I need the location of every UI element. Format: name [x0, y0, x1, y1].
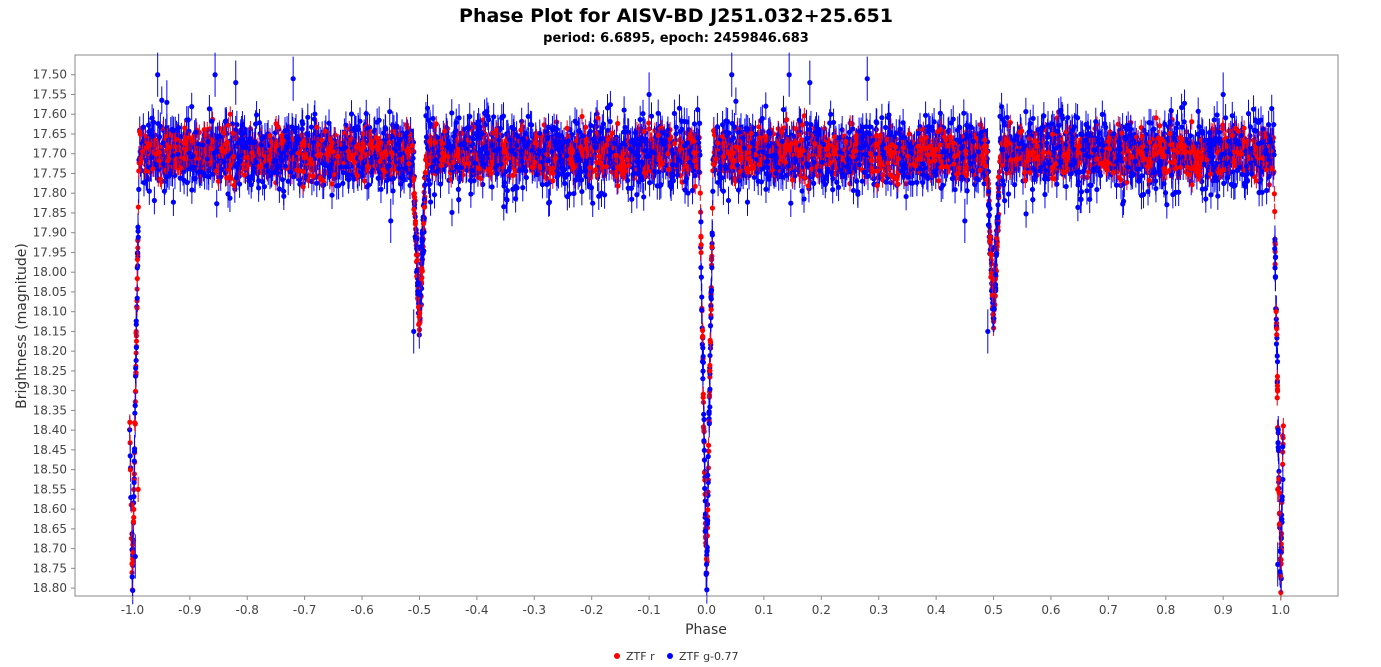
marker [621, 107, 627, 113]
marker [1208, 192, 1214, 198]
marker [1215, 193, 1221, 199]
data-points-layer [127, 52, 1286, 605]
marker [135, 204, 141, 210]
marker [427, 199, 434, 205]
chart-title: Phase Plot for AISV-BD J251.032+25.651 [459, 5, 893, 27]
marker [456, 115, 462, 121]
marker [784, 117, 790, 123]
marker [449, 110, 455, 116]
marker [229, 121, 236, 127]
data-point [961, 99, 967, 128]
marker [744, 199, 751, 205]
marker [937, 110, 943, 116]
marker [961, 110, 967, 116]
data-point [695, 95, 701, 124]
marker [828, 111, 834, 117]
marker [161, 188, 167, 194]
marker [1195, 108, 1201, 114]
marker [227, 195, 233, 201]
marker [519, 118, 525, 125]
marker [583, 124, 589, 130]
data-point [449, 99, 455, 127]
marker [480, 181, 486, 188]
marker [788, 200, 794, 206]
marker [751, 174, 757, 180]
marker [1002, 198, 1008, 204]
marker [695, 107, 701, 113]
marker [363, 110, 369, 117]
data-point [1215, 182, 1221, 210]
marker [129, 574, 135, 580]
marker [362, 178, 368, 184]
marker [830, 119, 837, 126]
marker [596, 193, 602, 199]
marker [601, 192, 608, 198]
marker [1005, 191, 1012, 197]
chart-subtitle: period: 6.6895, epoch: 2459846.683 [543, 31, 809, 46]
marker [136, 186, 142, 193]
marker [364, 184, 370, 190]
marker [305, 114, 311, 120]
data-point [1002, 186, 1008, 215]
marker [733, 98, 739, 104]
marker [1157, 123, 1163, 129]
marker [900, 120, 906, 126]
marker [625, 177, 631, 183]
